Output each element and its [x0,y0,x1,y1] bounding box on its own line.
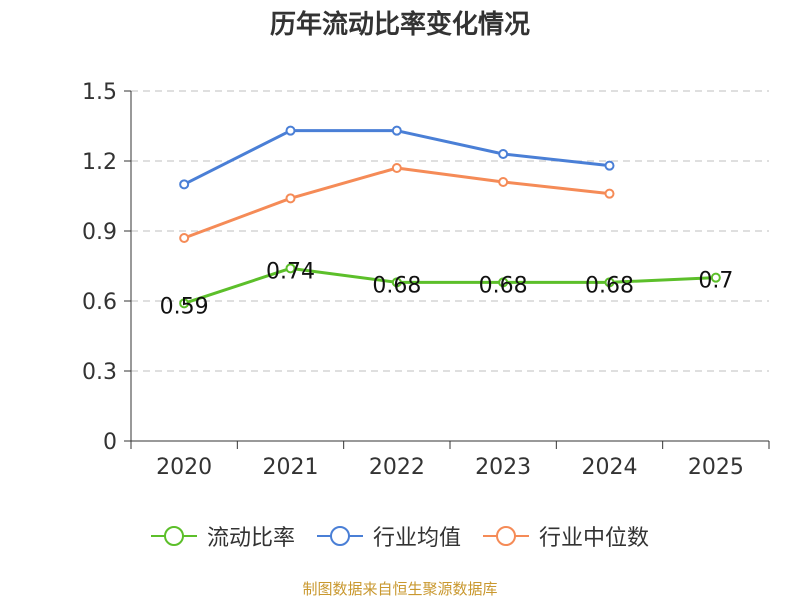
data-point [391,163,402,173]
axes: 0 0.3 0.6 0.9 1.2 1.5 2020 2021 2022 2023 2024 2025 [82,80,770,480]
legend-item-current-ratio[interactable]: 流动比率 [150,520,295,552]
data-point [498,277,509,288]
legend-label-industry-mean: 行业均值 [372,526,461,551]
legend-marker-industry-median [483,526,529,546]
series-line-1 [183,129,610,186]
data-label: 0.74 [266,259,315,284]
y-tick-label: 0.6 [82,290,117,315]
data-point [179,233,190,243]
legend-marker-current-ratio [150,526,197,546]
x-tick-label: 2022 [369,455,425,480]
data-point [710,272,721,283]
y-tick-label: 0.9 [82,220,117,245]
x-tick-label: 2021 [263,455,319,480]
legend-item-industry-mean[interactable]: 行业均值 [316,520,461,552]
x-tick-label: 2024 [582,455,638,480]
x-tick-label: 2023 [475,455,531,480]
legend-marker-industry-mean [316,526,363,546]
x-tick-label: 2020 [156,455,212,480]
data-point [285,125,296,136]
source-note: 制图数据来自恒生聚源数据库 [302,580,498,598]
data-label: 0.68 [372,273,421,298]
grid-lines [131,90,769,372]
data-point [285,263,296,274]
data-point [604,188,615,199]
data-labels: 0.59 0.74 0.68 0.68 0.68 0.7 [160,259,734,319]
y-tick-label: 0 [103,430,117,455]
data-point [604,277,615,288]
data-point [391,277,402,288]
data-point [285,193,296,204]
legend: 流动比率 行业均值 行业中位数 [0,520,800,552]
chart-title: 历年流动比率变化情况 [269,10,530,40]
y-tick-label: 1.5 [82,80,117,105]
data-point [498,177,509,187]
data-label: 0.59 [160,294,209,319]
data-point [498,149,509,159]
data-label: 0.7 [698,269,733,294]
legend-label-current-ratio: 流动比率 [206,526,295,551]
x-tick-label: 2025 [688,455,744,480]
series-layer [179,125,721,309]
data-point [179,179,190,190]
y-tick-label: 0.3 [82,360,117,385]
legend-item-industry-median[interactable]: 行业中位数 [483,520,649,552]
data-point [391,125,402,136]
data-point [179,298,190,309]
series-line-0 [183,266,716,305]
series-line-2 [183,166,610,240]
data-label: 0.68 [585,273,634,298]
data-label: 0.68 [479,273,528,298]
data-point [604,160,615,171]
legend-label-industry-median: 行业中位数 [539,526,650,551]
y-tick-label: 1.2 [82,150,117,175]
